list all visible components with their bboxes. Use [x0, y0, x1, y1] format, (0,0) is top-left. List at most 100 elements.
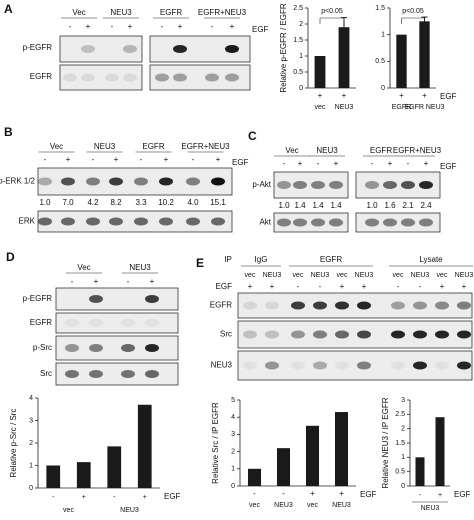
band — [413, 361, 427, 370]
y-tick-label: 3 — [231, 431, 235, 438]
band — [357, 361, 371, 370]
x-tick-label: NEU3 — [332, 502, 351, 509]
band-ratio: 1.0 — [366, 201, 378, 210]
band — [155, 73, 169, 82]
blot — [237, 292, 473, 319]
egf-label: EGF — [216, 282, 233, 291]
bar — [415, 457, 425, 486]
row-label: EGFR — [30, 72, 52, 81]
band — [61, 177, 75, 186]
y-tick-label: 0.5 — [375, 58, 385, 65]
y-tick-label: 4 — [231, 414, 235, 421]
blot — [55, 312, 179, 334]
panel-letter: E — [196, 256, 204, 270]
group-label: vec — [63, 507, 74, 514]
band — [105, 73, 119, 82]
band — [65, 319, 79, 327]
band — [265, 361, 279, 370]
y-tick-label: 3 — [29, 417, 33, 424]
band — [313, 330, 327, 339]
band — [65, 344, 79, 352]
y-axis-label: Relative NEU3 / IP EGFR — [381, 397, 390, 488]
egf-label: EGF — [360, 490, 377, 499]
bar — [46, 465, 61, 488]
lane-label: vec — [293, 272, 304, 279]
blot — [237, 320, 473, 349]
egf-sign: - — [297, 282, 300, 291]
band — [109, 217, 123, 226]
band — [311, 181, 325, 189]
band — [211, 217, 225, 226]
egf-sign: + — [216, 155, 221, 164]
band — [265, 301, 279, 310]
band — [383, 181, 397, 189]
band-ratio: 2.4 — [420, 201, 432, 210]
band — [81, 45, 95, 53]
band — [357, 330, 371, 339]
lane-label: vec — [245, 272, 256, 279]
egf-sign: - — [407, 159, 410, 168]
egf-sign: + — [424, 159, 429, 168]
band — [391, 361, 405, 370]
band — [311, 218, 325, 227]
y-tick-label: 0 — [231, 483, 235, 490]
band — [121, 344, 135, 352]
group-label: Vec — [77, 263, 90, 272]
bar — [334, 412, 349, 486]
lane-label: NEU3 — [355, 272, 374, 279]
band-ratio: 2.1 — [402, 201, 414, 210]
row-label: p-EGFR — [23, 43, 53, 52]
band — [61, 217, 75, 226]
y-tick-label: 0 — [381, 85, 385, 92]
group-label: Vec — [72, 8, 85, 17]
band — [357, 301, 371, 310]
egf-label: EGF — [252, 25, 269, 34]
band — [435, 330, 449, 339]
band — [291, 361, 305, 370]
egf-sign: + — [334, 159, 339, 168]
egf-sign: - — [419, 282, 422, 291]
egf-sign: + — [339, 489, 344, 498]
egf-sign: + — [422, 91, 427, 100]
band-ratio: 15.1 — [210, 198, 226, 207]
ip-group: EGFR — [320, 255, 342, 264]
y-tick-label: 2 — [299, 21, 303, 28]
band-ratio: 1.4 — [312, 201, 324, 210]
panel-letter: B — [4, 125, 13, 139]
egf-label: EGF — [164, 492, 181, 501]
band — [401, 181, 415, 189]
egf-sign: - — [253, 489, 256, 498]
band — [335, 301, 349, 310]
band — [277, 181, 291, 189]
band — [186, 177, 200, 186]
egf-sign: - — [282, 489, 285, 498]
ip-label: IP — [224, 255, 232, 264]
egf-sign: + — [399, 91, 404, 100]
band — [225, 73, 239, 82]
egf-sign: - — [127, 277, 130, 286]
group-label: NEU3 — [120, 507, 139, 514]
egf-sign: - — [69, 22, 72, 31]
band — [159, 217, 173, 226]
bar — [76, 462, 91, 488]
group-label: NEU3 — [316, 146, 338, 155]
panel-letter: A — [4, 2, 13, 16]
y-tick-label: 1.5 — [293, 37, 303, 44]
lane-label: vec — [337, 272, 348, 279]
row-label: EGFR — [210, 301, 232, 310]
band-ratio: 1.6 — [384, 201, 396, 210]
band — [63, 73, 77, 82]
row-label: Akt — [259, 218, 271, 227]
band-ratio: 4.2 — [87, 198, 99, 207]
band — [121, 319, 135, 327]
band — [134, 217, 148, 226]
x-tick-label: + — [143, 494, 147, 501]
band-ratio: 1.4 — [294, 201, 306, 210]
bar — [314, 56, 326, 88]
lane-label: NEU3 — [411, 272, 430, 279]
y-tick-label: 1 — [381, 32, 385, 39]
band — [243, 361, 257, 370]
lane-label: vec — [437, 272, 448, 279]
band — [205, 73, 219, 82]
group-label: NEU3 — [421, 505, 440, 512]
